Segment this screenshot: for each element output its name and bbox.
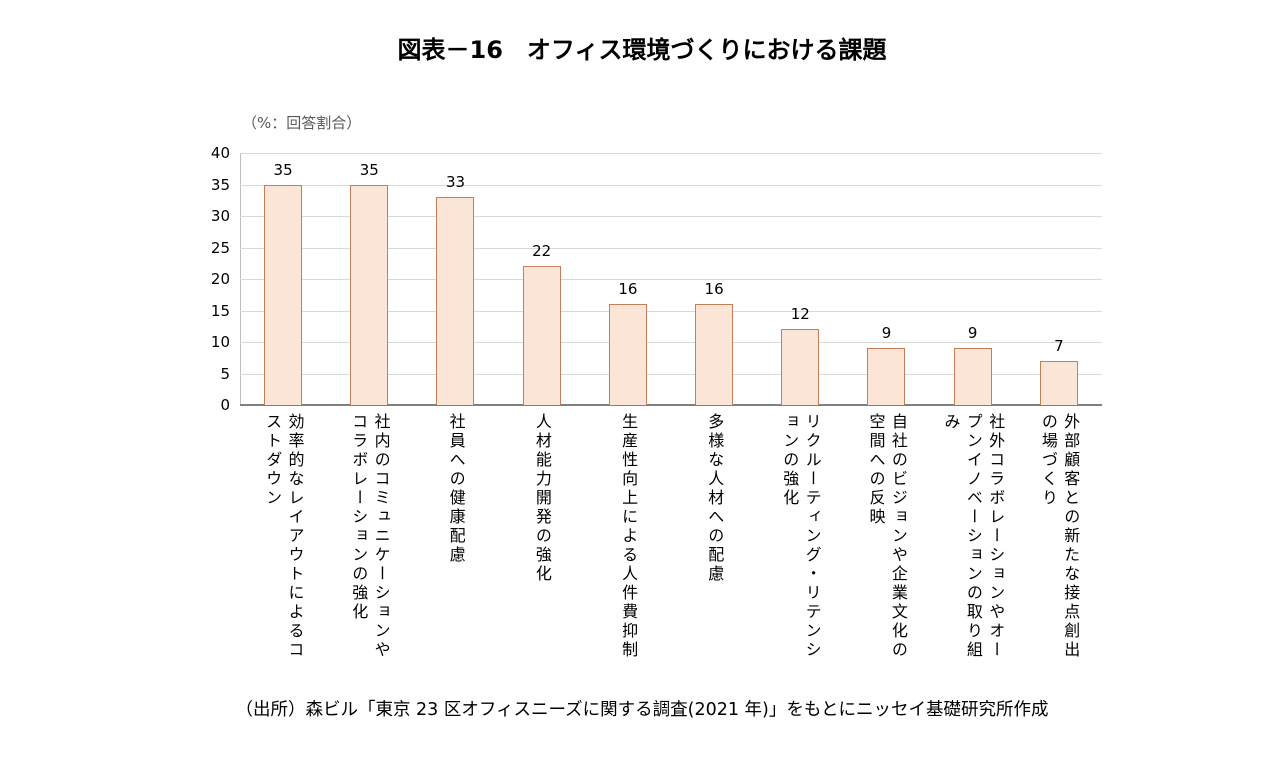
- bar-group: 16 生産性向上による人件費抑制: [585, 153, 671, 660]
- bar: [695, 304, 734, 405]
- bar-group: 9 自社のビジョンや企業文化の空間への反映: [843, 153, 929, 660]
- gridline: [240, 153, 1102, 154]
- bar-value-label: 33: [445, 173, 466, 192]
- category-label: 社員への健康配慮: [446, 413, 466, 565]
- bar-value-label: 16: [618, 280, 638, 299]
- y-tick-label: 15: [210, 301, 230, 320]
- bar-value-label: 9: [967, 324, 978, 343]
- y-tick-label: 30: [210, 207, 230, 225]
- category-label: 自社のビジョンや企業文化の空間への反映: [866, 413, 908, 660]
- y-tick-label: 10: [210, 333, 230, 351]
- bar-group: 35 効率的なレイアウトによるコストダウン: [240, 153, 326, 661]
- bar-value-label: 9: [881, 324, 892, 343]
- category-label: 社内のコミュニケーションやコラボレーションの強化: [349, 413, 391, 660]
- bar: [867, 348, 906, 405]
- bar: [350, 184, 389, 405]
- bar-group: 33 社員への健康配慮: [412, 153, 498, 565]
- bar: [1039, 360, 1078, 405]
- bar-group: 22 人材能力開発の強化: [499, 153, 585, 584]
- bar-group: 35 社内のコミュニケーションやコラボレーションの強化: [326, 153, 412, 661]
- bar-group: 12 リクルーティング・リテンションの強化: [757, 153, 843, 660]
- y-tick-label: 25: [210, 238, 230, 257]
- bar-group: 7 外部顧客との新たな接点創出の場づくり: [1016, 153, 1102, 660]
- bar-value-label: 7: [1054, 336, 1064, 355]
- chart-title: 図表－16 オフィス環境づくりにおける課題: [397, 36, 887, 64]
- bar-value-label: 35: [273, 160, 293, 179]
- bar: [436, 197, 475, 405]
- gridline: [240, 247, 1102, 249]
- bar-value-label: 22: [532, 242, 552, 261]
- gridline: [240, 216, 1102, 217]
- bar: [264, 184, 303, 405]
- bar: [781, 329, 820, 405]
- bar-value-label: 35: [359, 160, 379, 179]
- bar-value-label: 16: [704, 280, 724, 299]
- gridline: [240, 373, 1102, 375]
- category-label: 人材能力開発の強化: [532, 413, 552, 584]
- category-label: 生産性向上による人件費抑制: [619, 413, 639, 660]
- category-label: 社外コラボレーションやオープンイノベーションの取り組み: [941, 413, 1006, 660]
- bar-group: 9 社外コラボレーションやオープンイノベーションの取り組み: [930, 153, 1016, 660]
- bar-group: 16 多様な人材への配慮: [671, 153, 757, 584]
- bar: [522, 266, 561, 405]
- gridline: [240, 342, 1102, 343]
- y-tick-label: 40: [210, 144, 230, 162]
- category-label: リクルーティング・リテンションの強化: [780, 413, 822, 660]
- x-axis-line: [240, 404, 1102, 406]
- category-label: 多様な人材への配慮: [705, 413, 725, 584]
- gridline: [240, 184, 1102, 186]
- plot-area: 0 5 10 15 20 25 30 35 40 35 効率的なレイアウトによるコストダウン 35 社内…: [211, 144, 1102, 661]
- gridline: [240, 310, 1102, 312]
- bar: [953, 348, 992, 405]
- bar-value-label: 12: [790, 305, 810, 324]
- y-axis-unit-label: （%：回答割合）: [242, 114, 362, 132]
- category-label: 外部顧客との新たな接点創出の場づくり: [1038, 413, 1081, 660]
- source-note: （出所）森ビル「東京 23 区オフィスニーズに関する調査(2021 年)」をもと…: [235, 700, 1049, 720]
- y-tick-label: 35: [210, 175, 230, 194]
- y-tick-label: 20: [210, 270, 230, 288]
- bar: [608, 304, 647, 405]
- y-tick-label: 0: [220, 396, 230, 414]
- y-tick-label: 5: [220, 364, 230, 383]
- gridline: [240, 279, 1102, 280]
- category-label: 効率的なレイアウトによるコストダウン: [263, 413, 305, 660]
